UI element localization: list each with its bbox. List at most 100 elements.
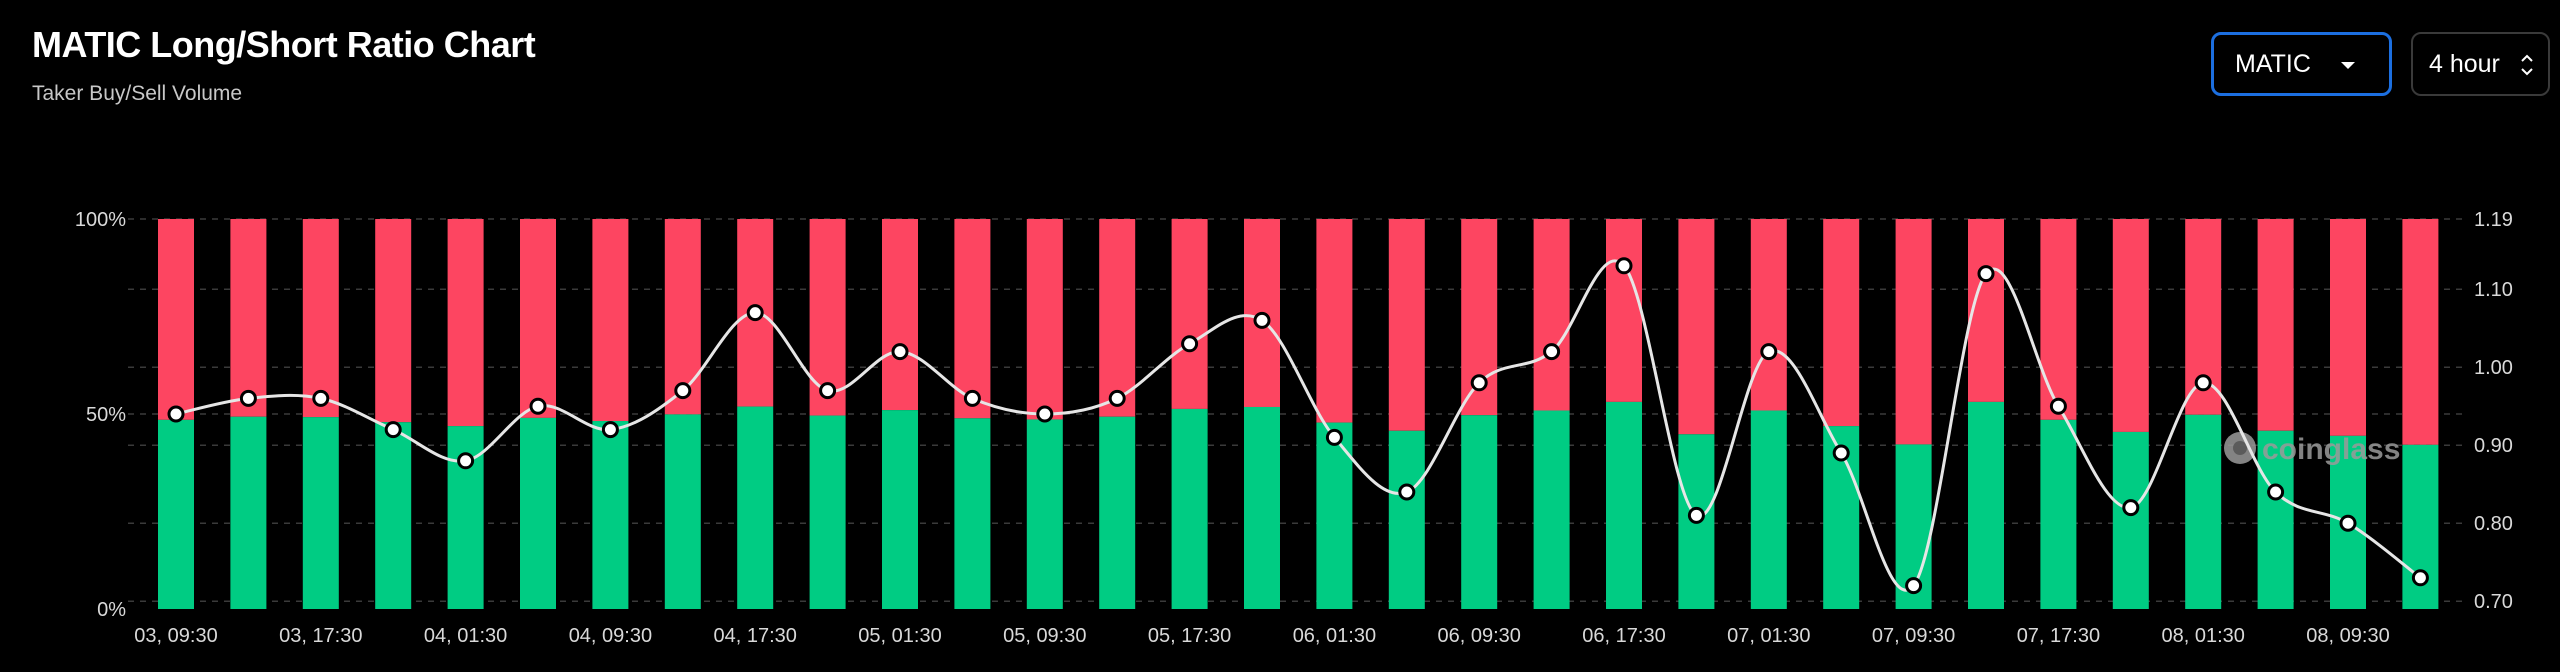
ratio-point — [2339, 514, 2357, 532]
page-title: MATIC Long/Short Ratio Chart — [32, 24, 536, 65]
short-bar — [1388, 219, 1425, 431]
short-bar — [158, 219, 194, 420]
long-bar — [1533, 410, 1570, 609]
x-tick-label: 04, 01:30 — [424, 625, 507, 647]
long-bar — [230, 416, 267, 609]
short-bar — [2402, 219, 2439, 445]
ratio-point — [963, 389, 981, 407]
ratio-point — [1253, 311, 1271, 329]
long-bar — [1968, 401, 2004, 609]
coinglass-logo-icon-inner — [2233, 441, 2247, 455]
long-bar — [592, 421, 629, 609]
short-bar — [954, 219, 991, 419]
ratio-point — [891, 343, 909, 361]
long-bar — [1026, 419, 1063, 609]
interval-select[interactable]: 4 hour — [2411, 32, 2550, 96]
ratio-point — [2122, 499, 2140, 517]
short-bar — [2040, 219, 2077, 420]
ratio-line — [175, 259, 2422, 592]
axes: 0% 50% 100% 0.70 0.80 0.90 1.00 1.10 1.19 03, 09:… — [75, 209, 2513, 647]
ratio-line-series — [167, 257, 2429, 595]
ratio-point — [1832, 444, 1850, 462]
short-bar — [1678, 219, 1715, 435]
long-bar — [1461, 415, 1498, 609]
short-bar — [520, 219, 556, 418]
ratio-point — [1977, 265, 1995, 283]
long-bar — [2257, 430, 2294, 609]
long-bar — [1388, 430, 1425, 609]
coinglass-logo: coinglass — [2224, 432, 2400, 466]
ratio-point — [2049, 397, 2067, 415]
long-bar — [809, 415, 846, 609]
ratio-point — [1470, 374, 1488, 392]
long-bar — [1244, 406, 1280, 609]
coin-select-value: MATIC — [2235, 49, 2311, 78]
short-bar — [447, 219, 484, 427]
ratio-point — [239, 389, 257, 407]
short-bar — [2112, 219, 2149, 432]
x-tick-label: 07, 17:30 — [2017, 625, 2100, 647]
up-down-chevron-icon — [2520, 52, 2534, 78]
short-bar — [1823, 219, 1860, 427]
long-bar — [2112, 431, 2149, 609]
y-left-tick-label: 100% — [75, 209, 126, 231]
x-tick-label: 04, 09:30 — [569, 625, 652, 647]
short-bar — [1099, 219, 1136, 417]
short-bar — [1316, 219, 1353, 423]
short-bar — [1895, 219, 1932, 445]
ratio-point — [1036, 405, 1054, 423]
ratio-point — [674, 382, 692, 400]
x-tick-label: 05, 09:30 — [1003, 625, 1086, 647]
long-bar — [737, 406, 774, 609]
y-right-tick-label: 1.00 — [2474, 357, 2513, 379]
ratio-point — [1905, 577, 1923, 595]
ratio-point — [601, 421, 619, 439]
x-tick-label: 07, 09:30 — [1872, 625, 1955, 647]
x-tick-label: 04, 17:30 — [713, 625, 796, 647]
y-right-tick-label: 1.10 — [2474, 279, 2513, 301]
watermark-text: coinglass — [2262, 433, 2400, 466]
long-bar — [954, 418, 991, 609]
x-tick-label: 08, 09:30 — [2306, 625, 2389, 647]
x-tick-label: 07, 01:30 — [1727, 625, 1810, 647]
short-bar — [1750, 219, 1787, 411]
short-bar — [664, 219, 701, 415]
watermark: coinglass — [2224, 432, 2400, 466]
ratio-point — [1325, 428, 1343, 446]
ratio-point — [819, 382, 837, 400]
x-tick-label: 03, 09:30 — [134, 625, 217, 647]
ratio-point — [746, 304, 764, 322]
short-bar — [1606, 219, 1642, 402]
long-bar — [1606, 401, 1642, 609]
ratio-point — [1108, 389, 1126, 407]
ratio-point — [2194, 374, 2212, 392]
x-tick-label: 05, 17:30 — [1148, 625, 1231, 647]
ratio-point — [2411, 569, 2429, 587]
long-bar — [375, 422, 412, 609]
coin-select[interactable]: MATIC — [2211, 32, 2392, 96]
ratio-point — [457, 452, 475, 470]
ratio-point — [1687, 506, 1705, 524]
page-subtitle: Taker Buy/Sell Volume — [32, 82, 243, 105]
long-bar — [664, 414, 701, 609]
interval-select-value: 4 hour — [2429, 49, 2500, 78]
short-bar — [592, 219, 629, 422]
long-bar — [1099, 416, 1136, 609]
ratio-point — [1760, 343, 1778, 361]
ratio-point — [529, 397, 547, 415]
long-bar — [1750, 410, 1787, 609]
ratio-point — [1398, 483, 1416, 501]
long-bar — [302, 417, 339, 609]
ratio-point — [312, 389, 330, 407]
long-bar — [2040, 419, 2077, 609]
ratio-point — [384, 421, 402, 439]
short-bar — [302, 219, 339, 418]
y-left-tick-label: 50% — [86, 404, 126, 426]
long-bar — [1171, 408, 1208, 609]
short-bar — [1026, 219, 1063, 420]
ratio-point — [1615, 257, 1633, 275]
x-tick-label: 03, 17:30 — [279, 625, 362, 647]
long-bar — [158, 419, 194, 609]
short-bar — [230, 219, 267, 417]
short-bar — [1171, 219, 1208, 409]
